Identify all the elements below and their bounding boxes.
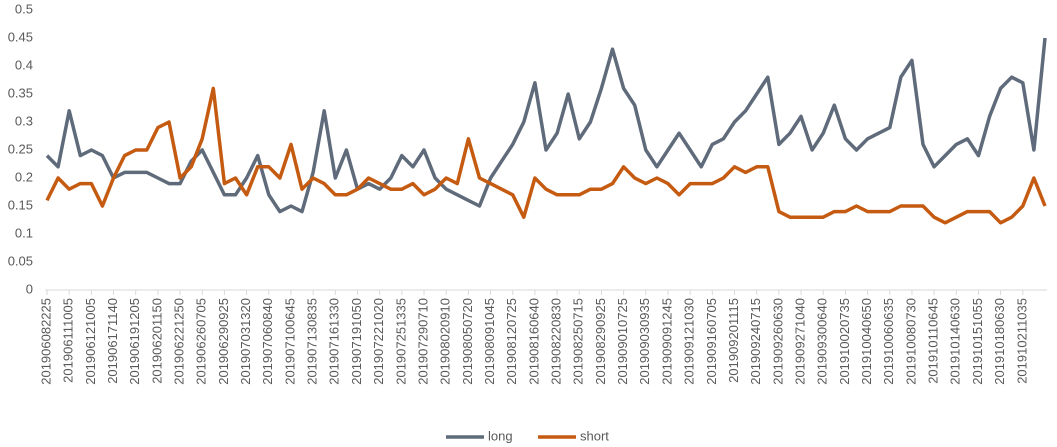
x-tick-label: 201906111005 (61, 298, 76, 383)
y-tick-label: 0.1 (15, 225, 33, 240)
x-tick-label: 201910110645 (926, 298, 941, 384)
series-line (45, 37, 1047, 214)
x-tick-label: 201906221250 (172, 298, 187, 385)
x-tick-label: 201910140630 (948, 298, 963, 385)
x-tick-label: 201909091245 (659, 298, 674, 385)
x-tick-label: 201910060635 (881, 298, 896, 385)
x-tick-label: 201910040650 (859, 298, 874, 385)
legend-label: long (488, 428, 513, 443)
x-tick-label: 201909121030 (682, 298, 697, 385)
x-tick-label: 201910020735 (837, 298, 852, 385)
x-tick-label: 201907191050 (349, 298, 364, 385)
x-tick-label: 201906082225 (38, 298, 53, 385)
y-tick-label: 0.45 (8, 29, 33, 44)
x-tick-label: 201907100645 (282, 298, 297, 385)
y-tick-label: 0 (26, 281, 33, 296)
x-tick-label: 201906171140 (105, 298, 120, 384)
x-tick-label: 201909300640 (815, 298, 830, 385)
x-tick-label: 201908020910 (438, 298, 453, 385)
series-line (45, 86, 1047, 225)
x-tick-label: 201907060840 (260, 298, 275, 385)
x-tick-label: 201909201115 (726, 298, 741, 383)
y-tick-label: 0.05 (8, 253, 33, 268)
x-tick-label: 201908091045 (482, 298, 497, 385)
y-tick-label: 0.35 (8, 85, 33, 100)
x-tick-label: 201907251335 (393, 298, 408, 385)
x-tick-label: 201908120725 (504, 298, 519, 385)
x-tick-label: 201906290925 (216, 298, 231, 385)
x-tick-label: 201907221020 (371, 298, 386, 385)
y-tick-label: 0.2 (15, 169, 33, 184)
x-tick-label: 201910080730 (903, 298, 918, 385)
y-tick-label: 0.25 (8, 141, 33, 156)
x-tick-label: 201908160640 (526, 298, 541, 385)
x-tick-label: 201909010725 (615, 298, 630, 385)
x-tick-label: 201909271040 (792, 298, 807, 385)
x-tick-label: 201907031320 (238, 298, 253, 385)
y-tick-label: 0.4 (15, 57, 33, 72)
x-tick-label: 201907130835 (305, 298, 320, 385)
x-tick-label: 201909160705 (704, 298, 719, 385)
x-tick-label: 201907161330 (327, 298, 342, 385)
x-tick-label: 201910151055 (970, 298, 985, 385)
x-tick-label: 201909260630 (770, 298, 785, 385)
x-tick-label: 201906260705 (194, 298, 209, 385)
x-tick-label: 201910211035 (1014, 298, 1029, 384)
x-tick-label: 201908050720 (460, 298, 475, 385)
y-tick-label: 0.15 (8, 197, 33, 212)
x-tick-label: 201906201150 (149, 298, 164, 384)
x-tick-label: 201907290710 (415, 298, 430, 385)
y-tick-label: 0.5 (15, 1, 33, 16)
x-tick-label: 201908250715 (571, 298, 586, 385)
x-tick-label: 201910180630 (992, 298, 1007, 385)
x-tick-label: 201906121005 (83, 298, 98, 385)
x-tick-label: 201908290925 (593, 298, 608, 385)
x-tick-label: 201909030935 (637, 298, 652, 385)
x-tick-label: 201906191205 (127, 298, 142, 385)
y-tick-label: 0.3 (15, 113, 33, 128)
legend-label: short (580, 428, 609, 443)
x-tick-label: 201909240715 (748, 298, 763, 385)
x-tick-label: 201908220830 (549, 298, 564, 385)
